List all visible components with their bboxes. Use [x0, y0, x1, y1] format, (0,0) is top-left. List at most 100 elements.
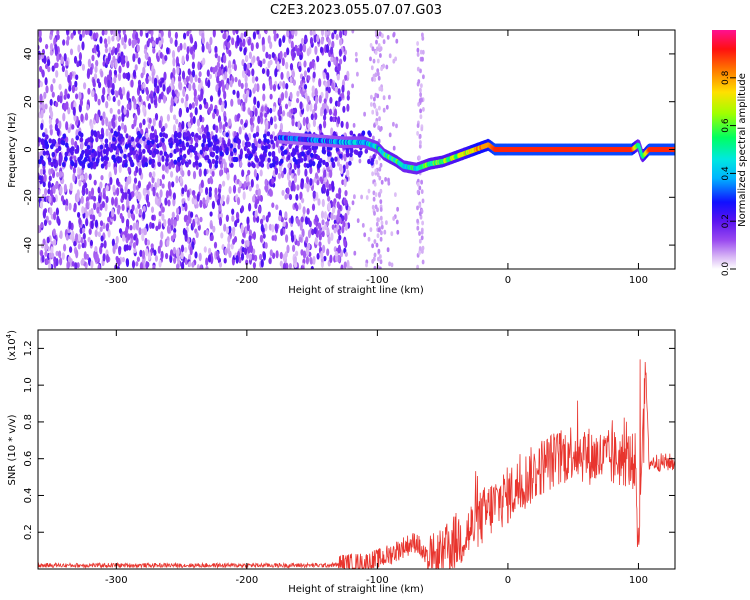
noise-speck — [309, 166, 313, 175]
noise-speck — [38, 181, 41, 189]
noise-speck — [115, 255, 119, 262]
noise-speck — [132, 53, 136, 63]
noise-speck — [124, 143, 129, 149]
noise-speck — [318, 229, 322, 235]
noise-speck — [283, 167, 287, 175]
noise-speck — [187, 169, 191, 177]
noise-speck — [333, 108, 338, 117]
noise-speck — [120, 188, 124, 194]
noise-speck — [177, 157, 181, 163]
noise-speck — [157, 224, 161, 230]
noise-speck — [264, 105, 268, 112]
noise-speck — [278, 38, 282, 48]
noise-speck — [56, 54, 60, 63]
noise-speck — [110, 60, 114, 69]
noise-speck — [194, 160, 199, 166]
noise-speck — [299, 43, 303, 53]
noise-speck — [379, 215, 383, 221]
noise-speck — [174, 89, 178, 95]
noise-speck — [188, 122, 192, 129]
noise-speck — [81, 149, 85, 155]
noise-speck — [79, 33, 83, 42]
noise-speck — [38, 175, 42, 181]
noise-speck — [250, 124, 254, 133]
noise-speck — [131, 191, 135, 198]
noise-speck — [300, 216, 304, 223]
noise-speck — [326, 72, 330, 81]
noise-speck — [172, 192, 176, 201]
noise-speck — [186, 30, 190, 37]
noise-speck — [62, 112, 66, 122]
noise-speck — [104, 138, 109, 144]
colorbar-tick-label: 0.4 — [721, 166, 731, 181]
noise-speck — [381, 33, 384, 39]
noise-speck — [375, 111, 379, 117]
noise-speck — [267, 60, 271, 69]
noise-speck — [189, 144, 194, 150]
noise-speck — [198, 168, 202, 177]
noise-speck — [127, 233, 131, 241]
noise-speck — [329, 115, 333, 123]
noise-speck — [124, 190, 128, 200]
noise-speck — [193, 88, 197, 98]
snr-series-layer — [38, 359, 675, 569]
noise-speck — [207, 142, 212, 148]
noise-speck — [152, 171, 156, 178]
noise-speck — [376, 46, 379, 52]
noise-speck — [191, 69, 196, 78]
noise-speck — [182, 88, 186, 97]
noise-speck — [96, 78, 100, 84]
noise-speck — [239, 160, 243, 168]
noise-speck — [210, 66, 214, 73]
noise-speck — [141, 232, 145, 242]
noise-speck — [112, 184, 116, 193]
noise-speck — [43, 173, 47, 183]
noise-speck — [255, 189, 259, 196]
noise-speck — [278, 115, 282, 122]
noise-speck — [302, 206, 306, 215]
noise-speck — [171, 211, 175, 219]
noise-speck — [257, 33, 261, 40]
noise-speck — [345, 161, 349, 170]
noise-speck — [102, 86, 106, 96]
spectrogram-noise-layer — [38, 30, 425, 269]
noise-speck — [79, 137, 84, 143]
noise-speck — [197, 77, 201, 84]
colorbar-tick-label: 0.8 — [721, 70, 731, 85]
noise-speck — [240, 118, 244, 125]
noise-speck — [367, 130, 371, 136]
noise-speck — [395, 123, 398, 129]
noise-speck — [77, 233, 82, 242]
noise-speck — [232, 30, 236, 36]
noise-speck — [256, 100, 260, 109]
noise-speck — [246, 223, 250, 232]
noise-speck — [303, 156, 308, 162]
noise-speck — [248, 51, 252, 59]
noise-speck — [280, 92, 285, 101]
noise-speck — [299, 101, 303, 110]
noise-speck — [193, 199, 197, 205]
noise-speck — [109, 107, 113, 114]
noise-speck — [287, 163, 291, 169]
noise-speck — [189, 152, 193, 158]
noise-speck — [234, 156, 239, 163]
snr-y-axis: 0.20.40.60.81.01.2 — [23, 340, 675, 540]
noise-speck — [373, 123, 376, 128]
noise-speck — [48, 117, 53, 125]
noise-speck — [55, 118, 59, 125]
noise-speck — [64, 69, 69, 78]
noise-speck — [166, 47, 170, 55]
noise-speck — [416, 66, 420, 72]
noise-speck — [338, 96, 342, 102]
noise-speck — [251, 68, 255, 77]
noise-speck — [55, 207, 60, 216]
noise-speck — [343, 239, 347, 247]
noise-speck — [293, 107, 298, 114]
noise-speck — [356, 71, 359, 77]
noise-speck — [79, 98, 83, 107]
noise-speck — [112, 143, 116, 150]
noise-speck — [279, 50, 283, 60]
noise-speck — [165, 153, 170, 159]
noise-speck — [55, 148, 59, 154]
noise-speck — [236, 34, 240, 44]
